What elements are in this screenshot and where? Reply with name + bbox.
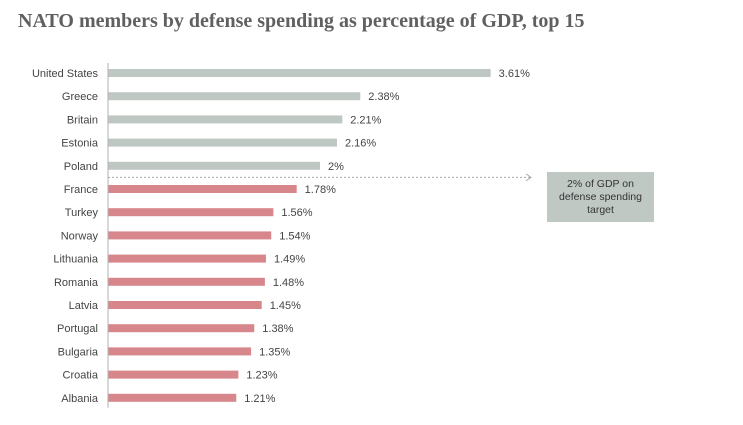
value-label: 1.21% [244, 393, 275, 405]
category-label: Turkey [65, 207, 99, 219]
value-label: 1.38% [262, 323, 293, 335]
bar [108, 231, 272, 240]
category-label: Portugal [57, 323, 98, 335]
category-label: Britain [67, 114, 98, 126]
category-label: Estonia [61, 138, 99, 150]
target-arrow-icon [525, 173, 532, 182]
value-label: 1.78% [305, 184, 336, 196]
bars-layer: United States 3.61% Greece 2.38% Britain 2.21… [32, 68, 530, 405]
target-annotation-box: 2% of GDP on defense spending target [547, 172, 654, 222]
category-label: Latvia [69, 300, 99, 312]
bar [108, 185, 297, 193]
value-label: 1.54% [279, 230, 310, 242]
bar [108, 301, 262, 309]
value-label: 1.56% [281, 207, 312, 219]
bar [108, 208, 274, 217]
value-label: 2% [328, 161, 344, 173]
value-label: 1.49% [274, 254, 305, 266]
bar [108, 115, 343, 124]
value-label: 2.21% [350, 114, 381, 126]
category-label: Norway [61, 230, 99, 242]
bar [108, 277, 265, 286]
value-label: 1.45% [270, 300, 301, 312]
bar [108, 347, 252, 356]
category-label: Albania [61, 393, 99, 405]
chart-title: NATO members by defense spending as perc… [18, 10, 585, 32]
value-label: 1.23% [246, 370, 277, 382]
value-label: 3.61% [499, 68, 530, 80]
category-label: Croatia [63, 370, 99, 382]
bar [108, 92, 361, 101]
value-label: 2.38% [368, 91, 399, 103]
category-label: Greece [62, 91, 98, 103]
bar [108, 161, 320, 170]
category-label: Lithuania [53, 254, 99, 266]
category-label: Bulgaria [58, 346, 99, 358]
category-label: United States [32, 68, 99, 80]
bar [108, 254, 266, 263]
category-label: Romania [54, 277, 99, 289]
value-label: 2.16% [345, 138, 376, 150]
category-label: France [64, 184, 98, 196]
value-label: 1.48% [273, 277, 304, 289]
bar [108, 138, 337, 147]
bar [108, 393, 237, 402]
bar [108, 370, 239, 379]
value-label: 1.35% [259, 346, 290, 358]
bar [108, 69, 491, 77]
category-label: Poland [64, 161, 98, 173]
bar [108, 324, 255, 333]
